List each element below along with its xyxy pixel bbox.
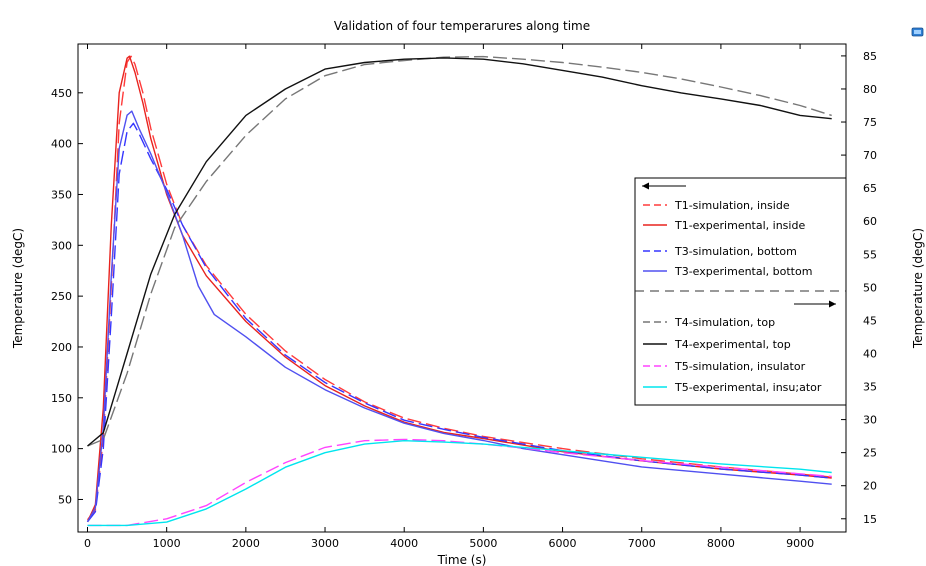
y-right-tick-label-9: 60 [863,215,877,228]
legend-label-6: T5-simulation, insulator [674,360,806,373]
y-right-tick-label-4: 35 [863,381,877,394]
x-tick-label-3: 3000 [311,537,339,550]
legend: T1-simulation, inside T1-experimental, in… [634,177,847,406]
y-left-tick-label-3: 200 [51,341,72,354]
y-right-tick-label-6: 45 [863,314,877,327]
y-right-tick-label-1: 20 [863,480,877,493]
y-axis-label-left: Temperature (degC) [11,228,25,349]
x-tick-label-0: 0 [84,537,91,550]
series-line-1 [86,55,832,523]
legend-label-4: T4-simulation, top [674,316,775,329]
legend-label-2: T3-simulation, bottom [674,245,797,258]
x-tick-label-6: 6000 [549,537,577,550]
y-right-tick-label-7: 50 [863,281,877,294]
y-axis-label-right: Temperature (degC) [911,228,925,349]
y-right-tick-label-3: 30 [863,414,877,427]
y-right-tick-label-0: 15 [863,513,877,526]
x-tick-label-7: 7000 [628,537,656,550]
y-left-tick-label-8: 450 [51,87,72,100]
y-right-tick-label-11: 70 [863,149,877,162]
y-right-tick-label-13: 80 [863,83,877,96]
series-line-7 [87,440,832,527]
legend-label-7: T5-experimental, insu;ator [674,381,822,394]
y-left-tick-label-4: 250 [51,290,72,303]
y-left-tick-label-0: 50 [58,493,72,506]
series-line-5 [87,57,832,447]
legend-arrow-left-icon-head [642,182,649,190]
legend-label-3: T3-experimental, bottom [674,265,812,278]
y-left-tick-label-2: 150 [51,392,72,405]
y-right-tick-label-14: 85 [863,50,877,63]
y-right-tick-label-5: 40 [863,347,877,360]
y-right-tick-label-12: 75 [863,116,877,129]
chart-title: Validation of four temperarures along ti… [334,19,590,33]
series-line-3 [86,110,832,523]
legend-label-0: T1-simulation, inside [674,199,790,212]
y-left-tick-label-6: 350 [51,188,72,201]
legend-arrow-right-icon-head [829,300,836,308]
x-tick-label-5: 5000 [469,537,497,550]
x-tick-label-8: 8000 [707,537,735,550]
series-line-0 [86,55,832,521]
series-line-6 [87,438,832,527]
window-restore-icon[interactable] [911,27,924,37]
y-left-tick-label-5: 300 [51,239,72,252]
y-left-tick-label-1: 100 [51,443,72,456]
x-tick-label-4: 4000 [390,537,418,550]
y-right-tick-label-10: 65 [863,182,877,195]
y-left-tick-label-7: 400 [51,138,72,151]
x-tick-label-9: 9000 [786,537,814,550]
x-tick-label-2: 2000 [232,537,260,550]
x-tick-label-1: 1000 [153,537,181,550]
y-right-tick-label-8: 55 [863,248,877,261]
legend-label-1: T1-experimental, inside [674,219,805,232]
legend-label-5: T4-experimental, top [674,338,791,351]
y-right-tick-label-2: 25 [863,447,877,460]
x-axis-label: Time (s) [437,553,487,566]
